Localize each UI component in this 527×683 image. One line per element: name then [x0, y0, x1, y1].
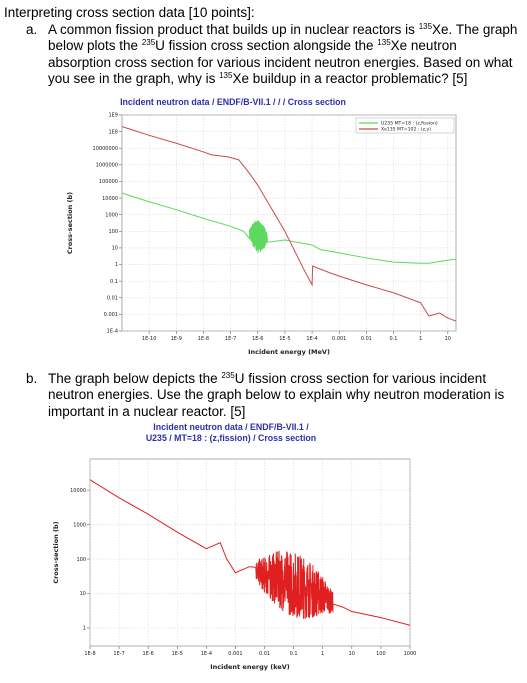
x-tick-label: 1E-8 [84, 651, 95, 657]
x-tick-label: 1000 [404, 651, 416, 657]
chart-title-line: U235 / MT=18 : (z,fission) / Cross secti… [146, 433, 316, 443]
y-tick-label: 1000 [105, 212, 118, 218]
chart-u235-fission: Incident neutron data / ENDF/B-VII.1 /U2… [52, 422, 416, 671]
y-tick-label: 100 [76, 557, 86, 563]
plot-area [121, 114, 457, 332]
x-tick-label: 1E-4 [201, 651, 212, 657]
question-b-text: The graph below depicts the 235U fission… [48, 371, 505, 419]
x-tick-label: 0.001 [332, 336, 346, 342]
y-tick-label: 1000000 [96, 163, 118, 169]
x-tick-label: 1E-6 [143, 651, 154, 657]
x-tick-label: 1E-7 [225, 336, 236, 342]
series-line-1 [122, 192, 456, 264]
x-axis-label: Incident energy (keV) [210, 663, 290, 671]
chart-title-line: Incident neutron data / ENDF/B-VII.1 / /… [120, 97, 346, 107]
plot-area [89, 458, 411, 647]
y-tick-label: 0.01 [107, 295, 118, 301]
x-tick-label: 0.01 [361, 336, 372, 342]
x-tick-label: 1E-10 [142, 336, 157, 342]
x-tick-label: 1 [419, 336, 422, 342]
x-tick-label: 0.1 [290, 651, 298, 657]
question-a-text: A common fission product that builds up … [48, 22, 518, 87]
y-tick-label: 1E9 [108, 113, 118, 119]
x-tick-label: 1E-5 [172, 651, 183, 657]
chart-xe135-vs-u235: Incident neutron data / ENDF/B-VII.1 / /… [66, 97, 457, 356]
chart-title-line: Incident neutron data / ENDF/B-VII.1 / [153, 422, 309, 432]
x-tick-label: 10 [445, 336, 451, 342]
y-tick-label: 10000 [102, 196, 118, 202]
y-tick-label: 1E8 [108, 129, 118, 135]
y-tick-label: 0.001 [104, 312, 118, 318]
x-tick-label: 10 [349, 651, 355, 657]
legend-box [355, 117, 455, 134]
x-tick-label: 1E-6 [252, 336, 263, 342]
legend-entry: Xe135 MT=102 : (z,γ) [381, 127, 431, 133]
x-tick-label: 1E-9 [171, 336, 182, 342]
x-tick-label: 0.1 [390, 336, 398, 342]
x-tick-label: 1E-4 [306, 336, 317, 342]
x-tick-label: 100 [376, 651, 386, 657]
question-b-marker: b. [26, 371, 38, 386]
y-tick-label: 10000 [70, 488, 86, 494]
x-tick-label: 1E-8 [198, 336, 209, 342]
question-a-marker: a. [26, 22, 38, 37]
legend-entry: U235 MT=18 : (z,fission) [381, 121, 438, 127]
y-tick-label: 1000 [73, 522, 86, 528]
y-tick-label: 10 [112, 246, 118, 252]
y-axis-label: Cross-section (b) [52, 521, 60, 583]
x-tick-label: 0.001 [228, 651, 242, 657]
y-tick-label: 100 [108, 229, 118, 235]
y-tick-label: 1E-4 [107, 329, 118, 335]
heading: Interpreting cross section data [10 poin… [4, 5, 255, 20]
x-tick-label: 1E-5 [279, 336, 290, 342]
series-group [122, 126, 456, 322]
series-group [90, 479, 410, 626]
x-axis-label: Incident energy (MeV) [248, 348, 330, 356]
y-tick-label: 1 [83, 626, 86, 632]
y-tick-label: 10000000 [93, 146, 118, 152]
x-tick-label: 0.01 [259, 651, 270, 657]
y-axis-label: Cross-section (b) [66, 192, 74, 254]
series-line-1 [90, 479, 410, 626]
y-tick-label: 100000 [99, 179, 118, 185]
y-tick-label: 0.1 [110, 279, 118, 285]
series-line-2 [122, 126, 456, 322]
y-tick-label: 10 [80, 591, 86, 597]
x-tick-label: 1 [321, 651, 324, 657]
y-tick-label: 1 [115, 262, 118, 268]
x-tick-label: 1E-7 [113, 651, 124, 657]
